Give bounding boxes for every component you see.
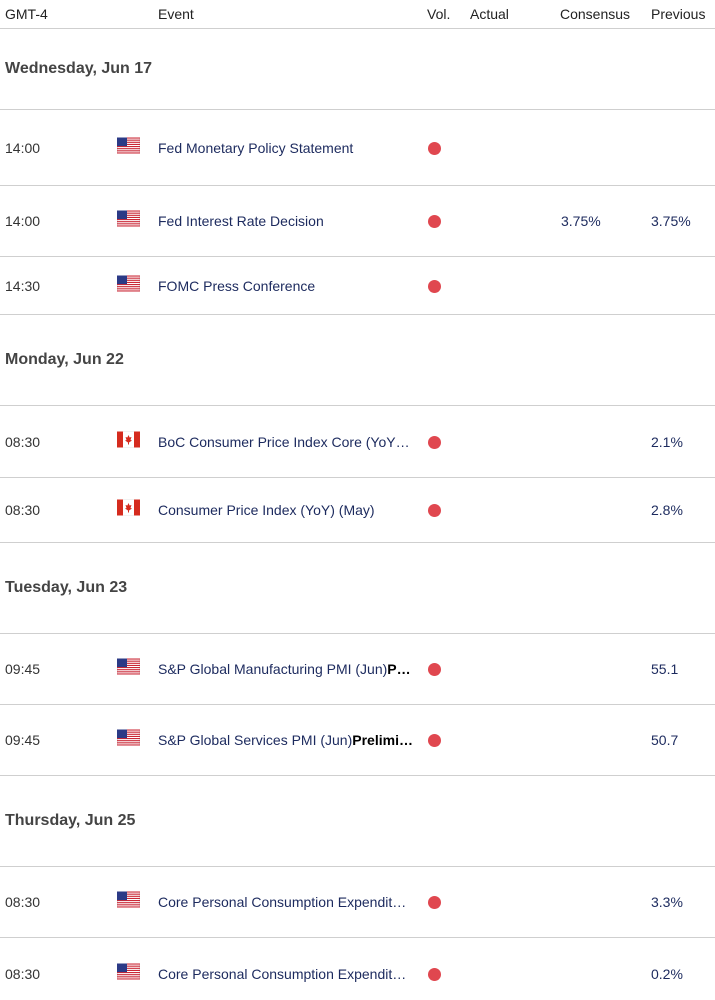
- event-row: 09:45 S&P Global Services PMI (Jun)Prelim…: [0, 705, 715, 776]
- event-row: 09:45 S&P Global Manufacturing PMI (Jun)P…: [0, 634, 715, 705]
- event-name-text: Fed Interest Rate Decision: [158, 213, 324, 229]
- volatility-dot: [428, 141, 441, 155]
- day-label: Thursday, Jun 25: [5, 812, 136, 829]
- day-label: Monday, Jun 22: [5, 351, 124, 368]
- event-name: Core Personal Consumption Expendit…: [158, 966, 406, 982]
- event-time: 08:30: [5, 894, 41, 910]
- previous-value: 2.1%: [651, 433, 683, 450]
- event-time: 09:45: [5, 661, 41, 677]
- event-name: Consumer Price Index (YoY) (May): [158, 502, 375, 518]
- event-row: 14:00 Fed Interest Rate Decision 3.75% 3.75…: [0, 186, 715, 257]
- flag-icon: [116, 136, 141, 158]
- day-label: Wednesday, Jun 17: [5, 59, 153, 77]
- header-row: GMT-4 Event Vol. Actual Consensus Previo…: [0, 0, 715, 29]
- day-label: Tuesday, Jun 23: [5, 579, 128, 596]
- volatility-dot: [428, 279, 441, 293]
- header-consensus: Consensus: [560, 6, 631, 22]
- flag-icon: [116, 499, 141, 521]
- event-name-bold: P…: [387, 661, 411, 677]
- event-time: 08:30: [5, 965, 41, 982]
- event-name-text: S&P Global Services PMI (Jun): [158, 732, 353, 748]
- day-row: Wednesday, Jun 17: [0, 28, 715, 110]
- event-time: 14:00: [5, 213, 41, 229]
- flag-icon: [116, 658, 141, 680]
- previous-value: 3.75%: [651, 213, 691, 229]
- event-row: 08:30 Core Personal Consumption Expendit……: [0, 938, 715, 1000]
- header-time: GMT-4: [5, 6, 48, 22]
- event-time: 14:30: [5, 277, 41, 294]
- header-actual: Actual: [470, 6, 509, 22]
- flag-icon: [116, 274, 141, 296]
- previous-value: 0.2%: [651, 965, 683, 982]
- event-name: Fed Monetary Policy Statement: [158, 140, 353, 156]
- event-time: 14:00: [5, 139, 41, 156]
- header-vol: Vol.: [427, 6, 451, 22]
- volatility-dot: [428, 504, 441, 517]
- volatility-dot: [428, 215, 441, 228]
- event-name: S&P Global Services PMI (Jun)Prelimi…: [158, 732, 413, 748]
- event-name-text: BoC Consumer Price Index Core (YoY…: [158, 433, 410, 450]
- header-event: Event: [158, 6, 194, 22]
- event-name-text: Core Personal Consumption Expendit…: [158, 965, 407, 982]
- previous-value: 3.3%: [651, 894, 683, 910]
- volatility-dot: [428, 435, 441, 449]
- event-name-bold: Prelimi…: [352, 732, 413, 748]
- day-row: Monday, Jun 22: [0, 315, 715, 406]
- event-name-text: S&P Global Manufacturing PMI (Jun): [158, 661, 388, 677]
- volatility-dot: [428, 896, 441, 909]
- event-name-text: Consumer Price Index (YoY) (May): [158, 502, 375, 518]
- volatility-dot: [428, 734, 441, 747]
- day-row: Thursday, Jun 25: [0, 776, 715, 867]
- event-name-text: FOMC Press Conference: [158, 277, 316, 294]
- event-name: BoC Consumer Price Index Core (YoY…: [158, 434, 410, 450]
- event-row: 08:30 Consumer Price Index (YoY) (May) 2.8…: [0, 478, 715, 543]
- event-row: 08:30 Core Personal Consumption Expendit……: [0, 867, 715, 938]
- consensus-value: 3.75%: [561, 213, 601, 229]
- event-time: 08:30: [5, 502, 41, 518]
- volatility-dot: [428, 663, 441, 676]
- previous-value: 2.8%: [651, 502, 683, 518]
- event-row: 08:30 BoC Consumer Price Index Core (YoY……: [0, 406, 715, 478]
- flag-icon: [116, 962, 141, 984]
- volatility-dot: [428, 967, 441, 981]
- day-row: Tuesday, Jun 23: [0, 543, 715, 634]
- previous-value: 55.1: [651, 661, 679, 677]
- header-previous: Previous: [651, 6, 706, 22]
- event-name: Fed Interest Rate Decision: [158, 213, 324, 229]
- event-name-text: Core Personal Consumption Expendit…: [158, 894, 407, 910]
- previous-value: 50.7: [651, 732, 679, 748]
- event-row: 14:00 Fed Monetary Policy Statement: [0, 110, 715, 186]
- event-name: Core Personal Consumption Expendit…: [158, 894, 406, 910]
- flag-icon: [116, 430, 141, 452]
- event-name: FOMC Press Conference: [158, 278, 315, 294]
- flag-icon: [116, 729, 141, 751]
- flag-icon: [116, 210, 141, 232]
- event-time: 08:30: [5, 433, 41, 450]
- event-time: 09:45: [5, 732, 41, 748]
- flag-icon: [116, 891, 141, 913]
- event-row: 14:30 FOMC Press Conference: [0, 257, 715, 315]
- event-name: S&P Global Manufacturing PMI (Jun)P…: [158, 661, 411, 677]
- event-name-text: Fed Monetary Policy Statement: [158, 139, 354, 156]
